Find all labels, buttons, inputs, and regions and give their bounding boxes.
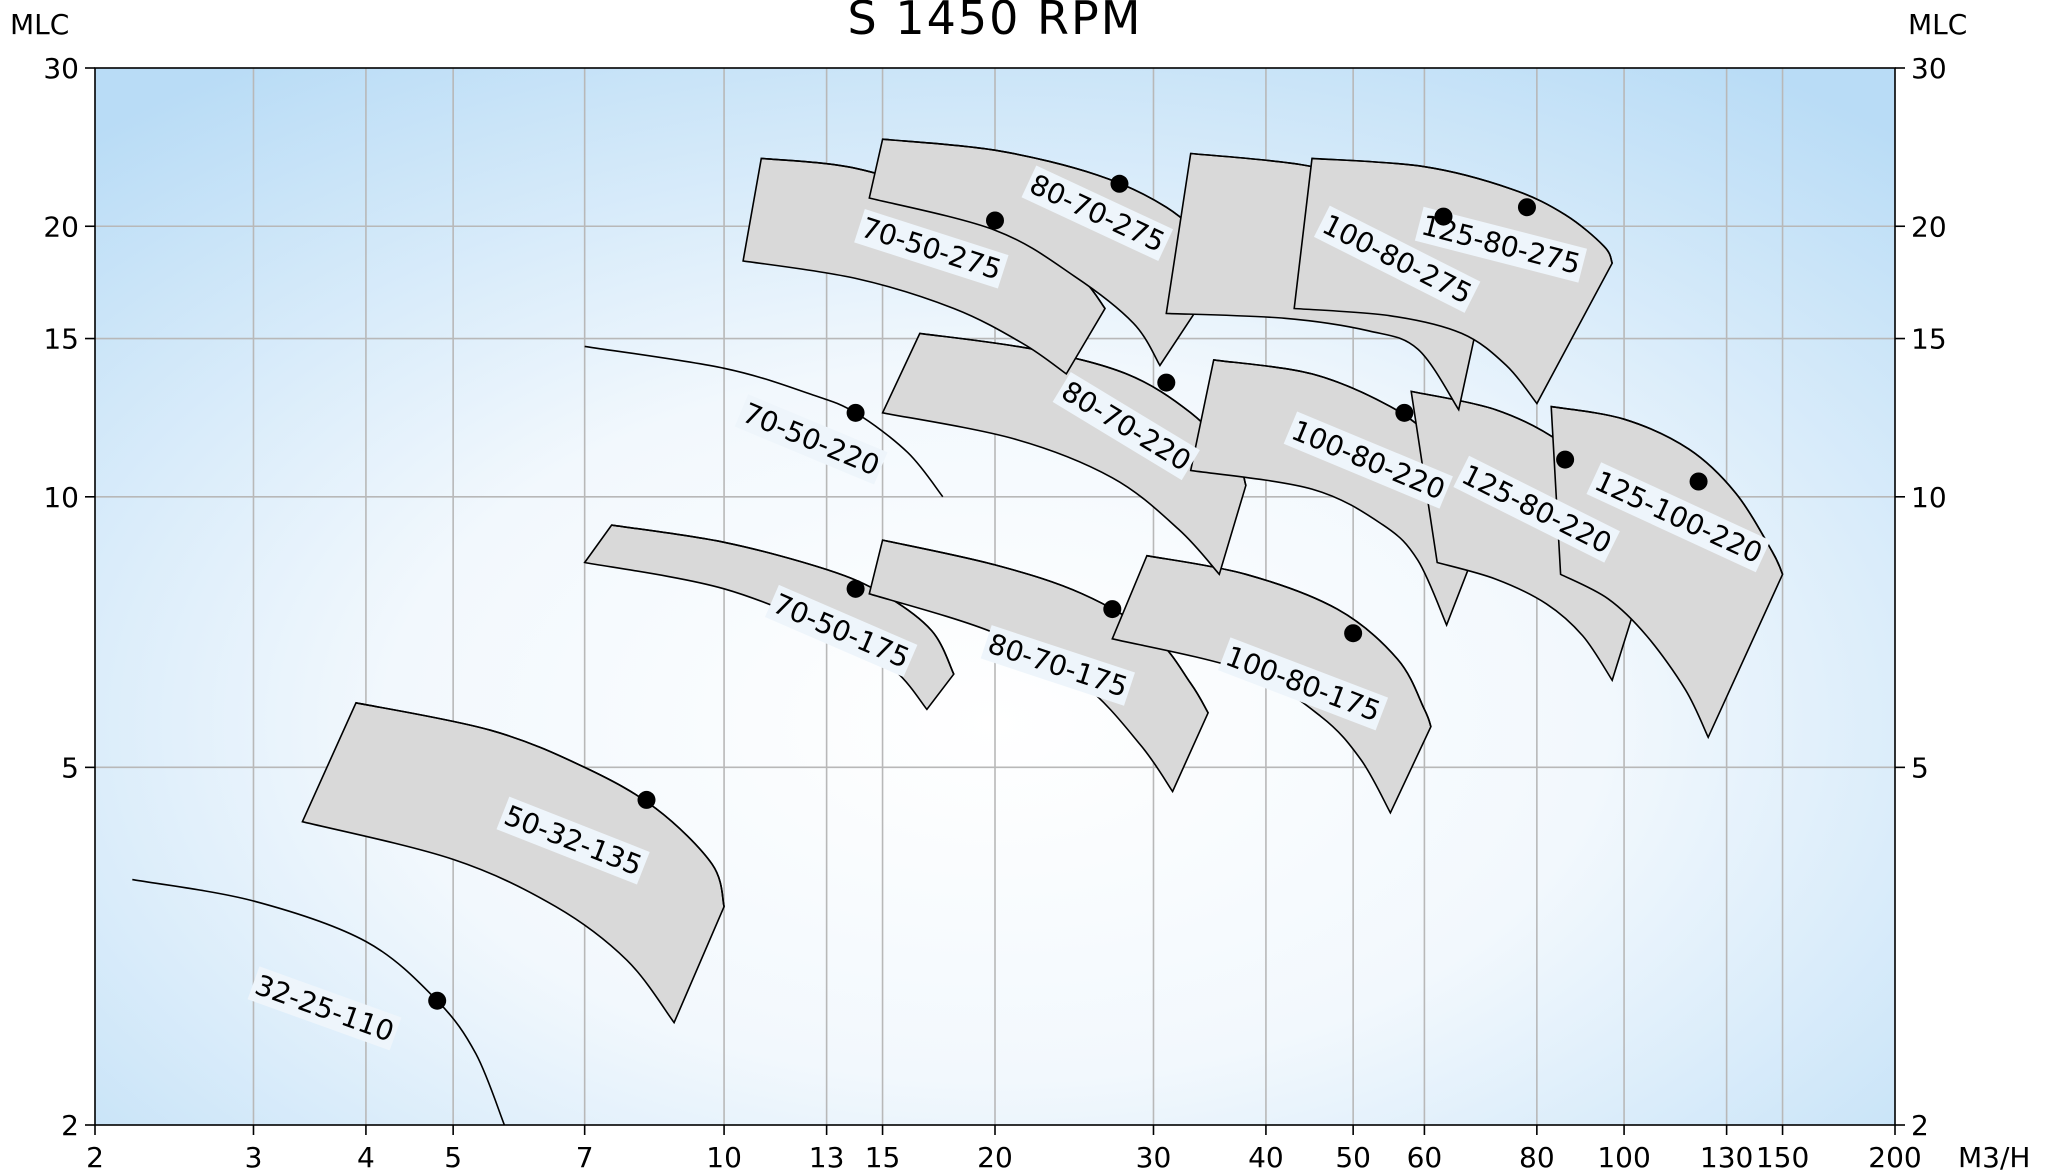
x-tick-label-40: 40 [1248, 1141, 1284, 1171]
x-tick-label-2: 2 [86, 1141, 104, 1171]
x-tick-label-20: 20 [977, 1141, 1013, 1171]
curve-upper-70-50-175 [611, 524, 955, 675]
x-tick-label-5: 5 [444, 1141, 462, 1171]
label-bg-50-32-135 [496, 796, 650, 885]
point-80-70-220 [1157, 373, 1176, 392]
x-tick-label-3: 3 [245, 1141, 263, 1171]
y-tick-label-left-30: 30 [43, 52, 79, 85]
label-bg-100-80-175 [1217, 637, 1389, 731]
point-125-80-275 [1517, 198, 1536, 217]
performance-bands [132, 138, 1784, 1126]
label-bg-70-50-275 [854, 209, 1009, 289]
y-axis-label-left: MLC [10, 8, 69, 41]
curve-upper-125-100-220 [1551, 405, 1784, 575]
x-tick-label-15: 15 [865, 1141, 901, 1171]
label-bg-80-70-220 [1052, 371, 1200, 481]
point-70-50-220 [846, 403, 865, 422]
label-bg-100-80-220 [1283, 411, 1453, 509]
x-tick-label-130: 130 [1700, 1141, 1753, 1171]
x-tick-label-10: 10 [706, 1141, 742, 1171]
label-bg-125-80-275 [1414, 206, 1588, 283]
y-tick-label-right-5: 5 [1911, 751, 1929, 784]
point-70-50-175 [846, 579, 865, 598]
point-125-80-220 [1556, 450, 1575, 469]
x-tick-label-100: 100 [1597, 1141, 1650, 1171]
y-tick-label-left-5: 5 [61, 751, 79, 784]
y-tick-label-right-20: 20 [1911, 210, 1947, 243]
y-tick-label-right-30: 30 [1911, 52, 1947, 85]
x-tick-label-7: 7 [576, 1141, 594, 1171]
label-bg-125-80-220 [1453, 455, 1620, 563]
point-80-70-275 [1110, 174, 1129, 193]
y-axis-label-right: MLC [1908, 8, 1967, 41]
x-tick-label-4: 4 [357, 1141, 375, 1171]
label-bg-80-70-175 [980, 625, 1135, 706]
x-tick-label-150: 150 [1756, 1141, 1809, 1171]
label-bg-80-70-275 [1021, 165, 1174, 262]
x-tick-label-80: 80 [1519, 1141, 1555, 1171]
label-bg-70-50-220 [734, 394, 888, 485]
curve-upper-125-80-275 [1311, 157, 1613, 264]
label-bg-32-25-110 [247, 966, 402, 1051]
point-32-25-110 [428, 991, 447, 1010]
curve-70-50-220 [584, 345, 944, 498]
label-bg-70-50-175 [764, 584, 918, 677]
y-tick-label-left-10: 10 [43, 481, 79, 514]
label-bg-100-80-275 [1313, 205, 1481, 313]
x-tick-label-200: 200 [1868, 1141, 1921, 1171]
x-axis-label: M3/H [1958, 1141, 2030, 1171]
point-70-50-275 [986, 211, 1004, 230]
point-50-32-135 [637, 790, 656, 809]
curve-upper-80-70-175 [882, 539, 1209, 714]
point-80-70-175 [1103, 600, 1122, 619]
y-tick-label-left-20: 20 [43, 210, 79, 243]
y-tick-label-right-2: 2 [1911, 1109, 1929, 1142]
point-100-80-175 [1344, 624, 1363, 643]
x-tick-label-13: 13 [809, 1141, 845, 1171]
x-tick-label-60: 60 [1407, 1141, 1443, 1171]
x-tick-label-30: 30 [1136, 1141, 1172, 1171]
point-100-80-275 [1434, 207, 1453, 226]
plot-frame [94, 67, 1896, 1126]
y-tick-label-left-15: 15 [43, 323, 79, 356]
y-tick-label-right-15: 15 [1911, 323, 1947, 356]
label-bg-125-100-220 [1586, 462, 1771, 573]
y-tick-label-right-10: 10 [1911, 481, 1947, 514]
curve-upper-50-32-135 [355, 702, 725, 907]
point-100-80-220 [1395, 403, 1414, 422]
chart-title: S 1450 RPM [848, 0, 1143, 45]
operating-points [428, 174, 1708, 1010]
point-125-100-220 [1689, 472, 1708, 491]
y-tick-label-left-2: 2 [61, 1109, 79, 1142]
x-tick-label-50: 50 [1335, 1141, 1371, 1171]
curve-32-25-110 [132, 878, 506, 1126]
